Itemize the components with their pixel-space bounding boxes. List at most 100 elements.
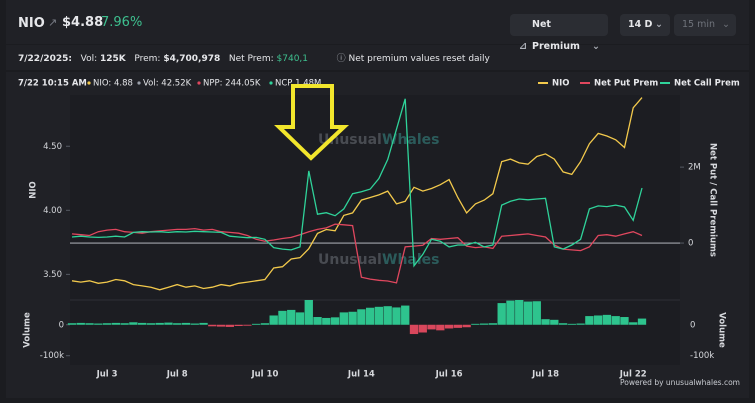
volume-bar <box>576 323 585 325</box>
volume-bar <box>462 324 471 328</box>
info-value: 125K <box>99 54 126 64</box>
volume-bar <box>102 323 112 325</box>
volume-bar <box>611 316 620 325</box>
volume-bar <box>383 306 392 325</box>
watermark: Unusual <box>318 252 382 268</box>
volume-bar <box>629 322 638 325</box>
volume-bar <box>532 301 541 325</box>
range-select[interactable]: 14 D ⌄ <box>620 14 670 36</box>
volume-bar <box>120 323 129 325</box>
volume-bar <box>295 312 305 325</box>
volume-bar <box>479 323 489 325</box>
volume-bar <box>401 305 410 325</box>
label: Net Premium <box>532 19 580 52</box>
volume-bar <box>85 323 94 325</box>
volume-bar <box>444 324 454 329</box>
volume-bar <box>111 322 121 325</box>
label: 15 min <box>682 19 716 30</box>
watermark: Whales <box>382 252 439 268</box>
interval-select[interactable]: 15 min ⌄ <box>674 14 736 36</box>
volume-bar <box>146 323 156 325</box>
volume-tick-label: 0 <box>690 320 695 330</box>
ticker: NIO <box>18 16 45 31</box>
volume-bar <box>357 309 366 325</box>
volume-bar <box>225 324 235 327</box>
volume-bar <box>436 324 445 331</box>
y2-axis-label: Net Put / Call Premiums <box>708 143 718 257</box>
volume-bar <box>471 323 480 325</box>
volume-bar <box>567 323 577 325</box>
metric-select[interactable]: Net Premium ⊿ ⌄ <box>510 14 608 52</box>
volume-bar <box>243 324 252 326</box>
volume-bar <box>137 322 147 325</box>
volume-bar <box>313 317 322 325</box>
info-note: Net premium values reset daily <box>348 54 490 64</box>
volume-bar <box>550 319 559 325</box>
volume-bar <box>497 303 506 325</box>
footer: Powered by unusualwhales.com <box>620 378 740 387</box>
info-card <box>6 45 749 70</box>
x-tick-label: Jul 22 <box>619 370 647 380</box>
volume-bar <box>278 310 287 325</box>
volume-axis-label: Volume <box>717 312 727 348</box>
tooltip-dot <box>269 81 273 85</box>
volume-bar <box>523 301 533 325</box>
watermark: Whales <box>382 132 439 148</box>
series-line <box>71 97 643 291</box>
volume-bar <box>304 300 313 325</box>
volume-tick-label: -100k <box>40 351 64 361</box>
tooltip-time: 7/22 10:15 AM <box>18 79 87 89</box>
volume-bar <box>67 323 77 325</box>
x-tick-label: Jul 14 <box>347 370 375 380</box>
volume-bar <box>365 307 375 325</box>
link-icon: ↗ <box>48 16 58 29</box>
volume-bar <box>94 323 103 325</box>
change: 7.96% <box>101 15 143 30</box>
series-line <box>71 98 643 268</box>
volume-bar <box>541 319 550 325</box>
info-row: 7/22/2025: Vol: 125K Prem: $4,700,978 Ne… <box>18 51 490 64</box>
volume-bar <box>269 315 278 325</box>
y2-tick-label: 2M <box>688 163 701 173</box>
volume-bar <box>427 324 436 330</box>
tooltip-item: NIO: 4.88 <box>93 79 133 89</box>
x-tick-label: Jul 18 <box>531 370 559 380</box>
info-label: Net Prem: <box>228 54 274 64</box>
volume-bar <box>164 322 173 325</box>
caret: ⌄ <box>592 41 600 52</box>
volume-bar <box>322 317 331 325</box>
caret: ⌄ <box>655 19 663 30</box>
volume-bar <box>76 322 85 325</box>
info-value: $740,1 <box>276 54 309 64</box>
legend-label: Net Put Prem <box>594 79 658 89</box>
volume-tick-label: 0 <box>59 320 64 330</box>
tooltip-item: Vol: 42.52K <box>143 79 192 89</box>
label: 14 D <box>628 19 653 30</box>
info-value: $4,700,978 <box>163 54 221 64</box>
caret: ⌄ <box>722 19 730 30</box>
volume-bar <box>506 300 515 325</box>
y2-tick-label: 0 <box>688 239 693 249</box>
y-tick-label: 3.50 <box>43 270 62 280</box>
tooltip-item: NPP: 244.05K <box>203 79 261 89</box>
volume-bar <box>208 324 217 327</box>
volume-bar <box>181 322 191 325</box>
volume-tick-label: -100k <box>690 351 714 361</box>
y-axis-label: NIO <box>29 181 39 199</box>
volume-bar <box>190 323 199 325</box>
volume-bar <box>453 324 463 328</box>
info-icon: ⓘ <box>336 54 346 64</box>
volume-bar <box>234 324 243 326</box>
volume-bar <box>392 307 401 325</box>
x-tick-label: Jul 3 <box>96 370 118 380</box>
volume-bar <box>637 318 647 325</box>
volume-bar <box>251 323 261 325</box>
volume-bar <box>593 315 603 325</box>
legend-label: Net Call Prem <box>674 79 740 89</box>
tooltip-dot <box>137 81 141 85</box>
volume-bar <box>418 324 427 333</box>
volume-bar <box>216 324 226 327</box>
volume-bar <box>348 311 357 325</box>
